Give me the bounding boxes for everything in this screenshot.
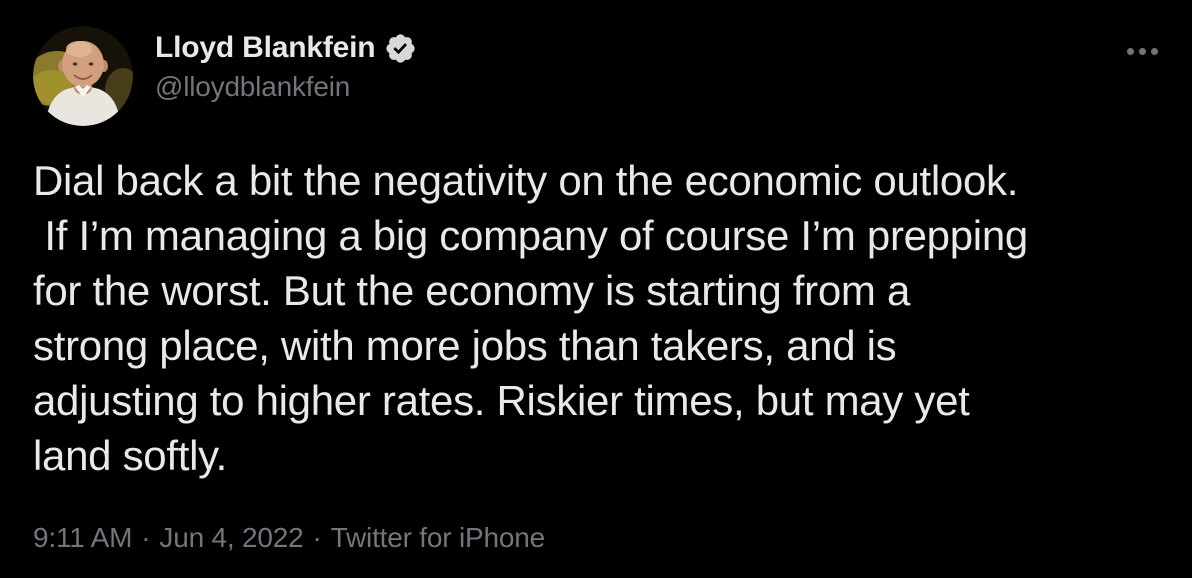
tweet-text: Dial back a bit the negativity on the ec… bbox=[33, 153, 1162, 483]
tweet-text-line: for the worst. But the economy is starti… bbox=[33, 267, 911, 314]
name-row: Lloyd Blankfein bbox=[155, 31, 417, 65]
tweet-meta[interactable]: 9:11 AM · Jun 4, 2022 · Twitter for iPho… bbox=[33, 522, 1162, 554]
user-block: Lloyd Blankfein @lloydblankfein bbox=[155, 26, 417, 103]
avatar[interactable] bbox=[33, 26, 133, 126]
tweet-text-line: If I’m managing a big company of course … bbox=[33, 212, 1028, 259]
avatar-photo bbox=[33, 26, 133, 126]
tweet-source: Twitter for iPhone bbox=[330, 522, 545, 553]
meta-separator: · bbox=[312, 522, 322, 553]
more-menu-icon bbox=[1139, 48, 1146, 55]
more-menu-icon bbox=[1127, 48, 1134, 55]
more-button[interactable] bbox=[1123, 44, 1162, 59]
tweet-text-line: Dial back a bit the negativity on the ec… bbox=[33, 157, 1019, 204]
user-handle[interactable]: @lloydblankfein bbox=[155, 71, 351, 102]
tweet-date: Jun 4, 2022 bbox=[159, 522, 304, 553]
meta-separator: · bbox=[141, 522, 151, 553]
more-menu-icon bbox=[1151, 48, 1158, 55]
display-name[interactable]: Lloyd Blankfein bbox=[155, 31, 376, 64]
verified-badge-icon bbox=[384, 32, 417, 65]
tweet-header: Lloyd Blankfein @lloydblankfein bbox=[33, 26, 1162, 126]
tweet-text-line: strong place, with more jobs than takers… bbox=[33, 322, 897, 369]
tweet-time: 9:11 AM bbox=[33, 522, 133, 553]
tweet-text-line: adjusting to higher rates. Riskier times… bbox=[33, 377, 970, 424]
tweet-text-line: land softly. bbox=[33, 432, 228, 479]
